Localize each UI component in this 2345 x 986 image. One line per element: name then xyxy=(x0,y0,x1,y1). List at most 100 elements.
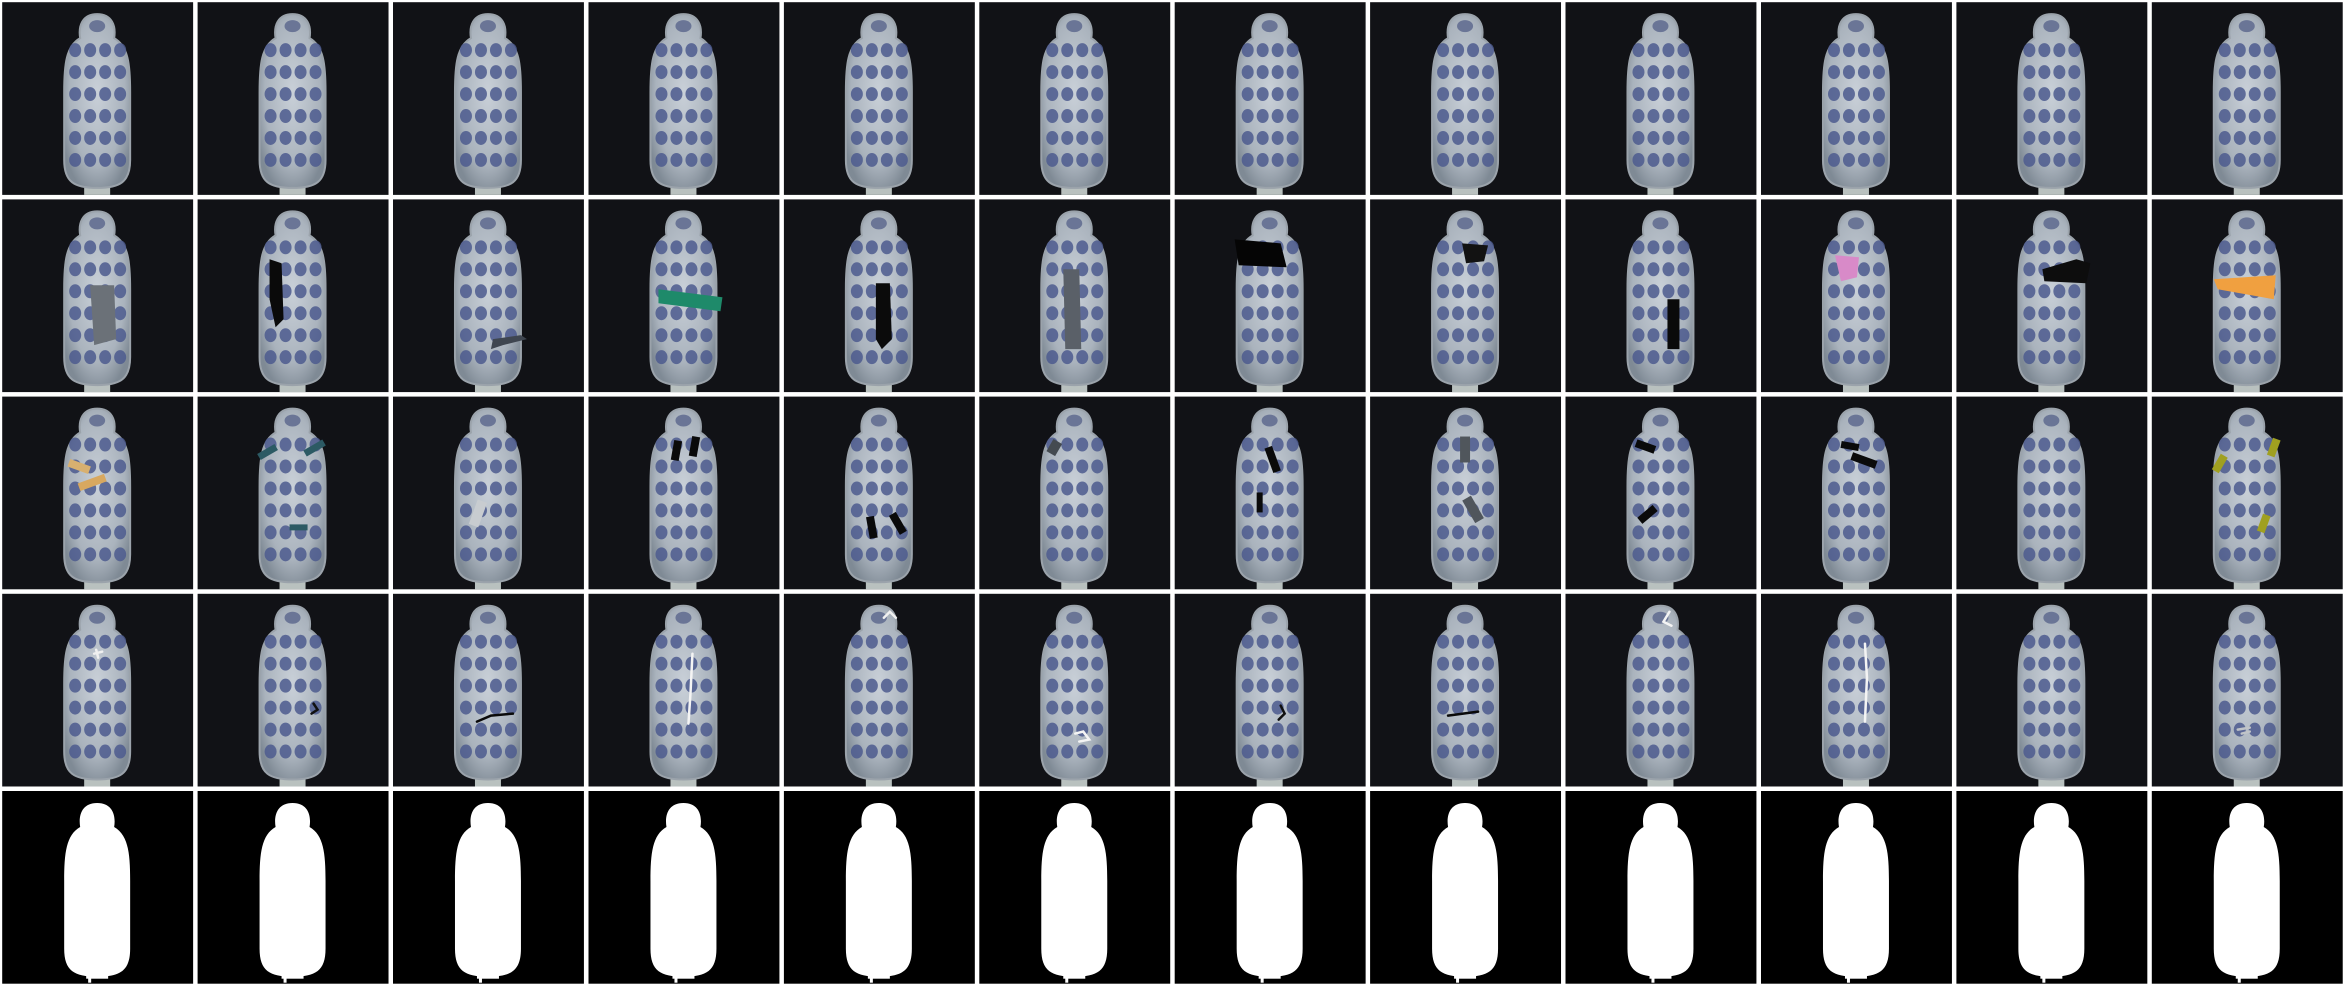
bristle-tuft xyxy=(1271,152,1284,167)
bristle-tuft xyxy=(1677,65,1690,80)
bristle-tuft xyxy=(700,43,713,58)
bristle-tuft xyxy=(2263,656,2276,671)
brush-head xyxy=(1431,604,1500,781)
image-cell xyxy=(1174,199,1366,393)
bristle-tuft xyxy=(1076,350,1089,365)
mask-neck xyxy=(1844,973,1867,979)
bristle-tuft xyxy=(1046,240,1059,255)
bristle-tuft xyxy=(99,481,112,496)
bristle-tuft xyxy=(1076,678,1089,693)
bristle-top xyxy=(870,20,887,33)
bristle-top xyxy=(870,611,887,624)
anomaly xyxy=(1462,243,1489,264)
bristle-tuft xyxy=(1061,240,1074,255)
bristle-tuft xyxy=(1437,722,1450,737)
bristle-tuft xyxy=(1647,130,1660,145)
bristle-tuft xyxy=(670,262,683,277)
bristle-tuft xyxy=(1842,306,1855,321)
bristle-tuft xyxy=(2038,722,2051,737)
bristle-tuft xyxy=(1241,350,1254,365)
bristle-tuft xyxy=(850,240,863,255)
bristle-tuft xyxy=(99,678,112,693)
bristle-tuft xyxy=(1632,240,1645,255)
bristle-tuft xyxy=(264,328,277,343)
bristle-tuft xyxy=(685,306,698,321)
bristle-tuft xyxy=(700,547,713,562)
brush-head xyxy=(2212,407,2281,584)
bristle-tuft xyxy=(2068,109,2081,124)
bristle-tuft xyxy=(655,744,668,759)
bristle-tuft xyxy=(1061,130,1074,145)
bristle-tuft xyxy=(895,722,908,737)
bristle-tuft xyxy=(2068,284,2081,299)
bristle-tuft xyxy=(1241,700,1254,715)
bristle-tuft xyxy=(1241,744,1254,759)
bristle-tuft xyxy=(1091,700,1104,715)
bristle-tuft xyxy=(865,306,878,321)
bristle-tuft xyxy=(670,306,683,321)
image-cell xyxy=(979,199,1171,393)
bristle-tuft xyxy=(1647,525,1660,540)
mask-neck xyxy=(1454,973,1477,979)
bristle-tuft xyxy=(99,722,112,737)
bristle-tuft xyxy=(880,350,893,365)
bristle-tuft xyxy=(655,43,668,58)
bristle-tuft xyxy=(1061,43,1074,58)
bristle-tuft xyxy=(2068,306,2081,321)
bristle-tuft xyxy=(504,459,517,474)
bristle-tuft xyxy=(1827,437,1840,452)
bristle-tuft xyxy=(1452,744,1465,759)
image-cell xyxy=(1565,593,1757,787)
bristle-tuft xyxy=(2053,700,2066,715)
bristle-tuft xyxy=(895,43,908,58)
bristle-tuft xyxy=(685,240,698,255)
anomaly xyxy=(658,289,723,312)
bristle-tuft xyxy=(1046,634,1059,649)
bristle-tuft xyxy=(1842,284,1855,299)
bristle-tuft xyxy=(2218,547,2231,562)
bristle-tuft xyxy=(69,152,82,167)
image-cell xyxy=(393,199,584,393)
bristle-tuft xyxy=(1091,722,1104,737)
bristle-tuft xyxy=(865,328,878,343)
bristle-tuft xyxy=(1632,656,1645,671)
bristle-tuft xyxy=(880,152,893,167)
image-cell xyxy=(1761,2,1952,195)
bristle-tuft xyxy=(865,152,878,167)
bristle-tuft xyxy=(1842,634,1855,649)
bristle-tuft xyxy=(2023,306,2036,321)
bristle-tuft xyxy=(1256,284,1269,299)
bristle-tuft xyxy=(84,87,97,102)
bristle-tuft xyxy=(489,503,502,518)
bristle-tuft xyxy=(1662,547,1675,562)
bristle-tuft xyxy=(700,481,713,496)
bristle-tuft xyxy=(1872,437,1885,452)
bristle-tuft xyxy=(2023,284,2036,299)
bristle-tuft xyxy=(504,152,517,167)
bristle-tuft xyxy=(1872,481,1885,496)
bristle-tuft xyxy=(294,700,307,715)
bristle-tuft xyxy=(2038,744,2051,759)
image-cell xyxy=(1565,396,1757,590)
bristle-tuft xyxy=(700,109,713,124)
bristle-tuft xyxy=(1061,459,1074,474)
bristle-tuft xyxy=(2053,109,2066,124)
bristle-tuft xyxy=(1827,328,1840,343)
bristle-tuft xyxy=(2038,678,2051,693)
bristle-tuft xyxy=(1076,152,1089,167)
bristle-tuft xyxy=(1437,656,1450,671)
image-cell xyxy=(588,396,780,590)
bristle-tuft xyxy=(2023,350,2036,365)
bristle-tuft xyxy=(2023,547,2036,562)
mask-notch xyxy=(674,976,678,983)
image-cell xyxy=(1761,791,1952,984)
bristle-tuft xyxy=(1046,350,1059,365)
bristle-tuft xyxy=(1482,306,1495,321)
mask-notch xyxy=(283,976,287,983)
mask-notch xyxy=(478,976,482,983)
bristle-tuft xyxy=(2023,722,2036,737)
image-cell xyxy=(197,396,389,590)
bristle-tuft xyxy=(1857,722,1870,737)
bristle-tuft xyxy=(1482,152,1495,167)
bristle-tuft xyxy=(1872,306,1885,321)
